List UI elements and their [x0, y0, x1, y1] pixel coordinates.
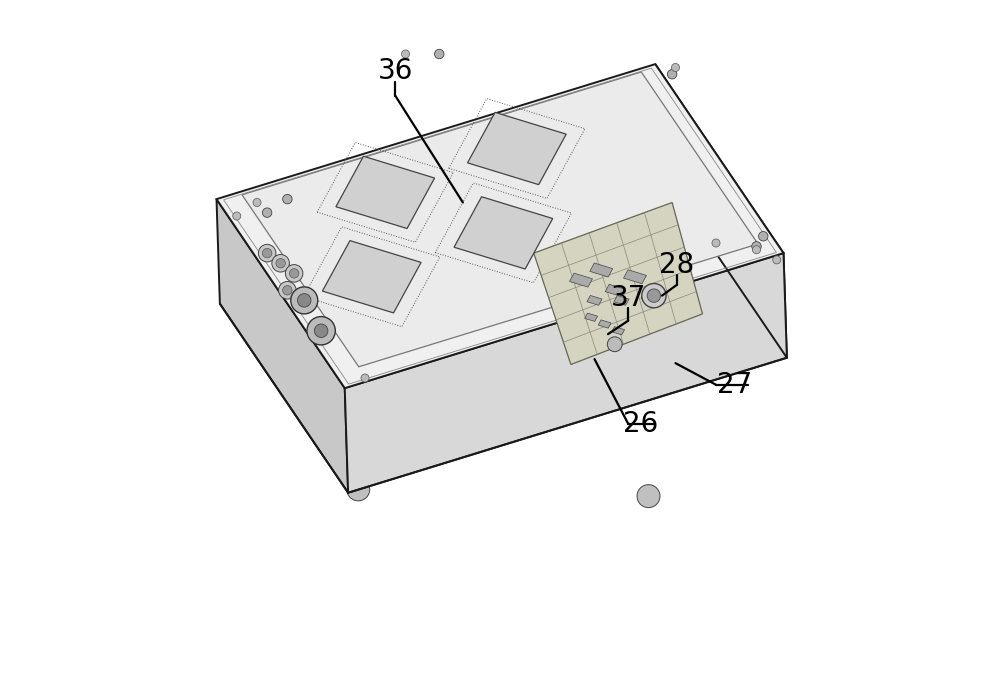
- Circle shape: [285, 265, 303, 282]
- Circle shape: [298, 294, 311, 307]
- Circle shape: [435, 49, 444, 59]
- Polygon shape: [655, 64, 787, 358]
- Polygon shape: [468, 112, 566, 185]
- Circle shape: [262, 248, 272, 258]
- Polygon shape: [590, 263, 613, 277]
- Circle shape: [272, 254, 289, 272]
- Circle shape: [752, 242, 761, 251]
- Polygon shape: [336, 156, 435, 229]
- Polygon shape: [587, 296, 602, 305]
- Circle shape: [607, 337, 622, 352]
- Circle shape: [233, 212, 241, 220]
- Circle shape: [712, 239, 720, 247]
- Text: 37: 37: [611, 284, 646, 313]
- Circle shape: [752, 246, 761, 254]
- Text: 26: 26: [623, 410, 658, 438]
- Circle shape: [283, 194, 292, 204]
- Polygon shape: [570, 273, 592, 287]
- Circle shape: [671, 63, 680, 72]
- Circle shape: [759, 232, 768, 241]
- Polygon shape: [454, 196, 553, 269]
- Circle shape: [361, 374, 369, 382]
- Circle shape: [252, 296, 275, 319]
- Circle shape: [667, 70, 677, 79]
- Circle shape: [401, 50, 410, 58]
- Circle shape: [347, 478, 370, 501]
- Polygon shape: [641, 292, 656, 302]
- Circle shape: [314, 324, 328, 338]
- Circle shape: [773, 256, 781, 264]
- Text: 36: 36: [378, 57, 413, 85]
- Polygon shape: [216, 199, 348, 493]
- Text: 27: 27: [717, 371, 753, 399]
- Polygon shape: [534, 202, 702, 364]
- Circle shape: [262, 208, 272, 217]
- Polygon shape: [345, 253, 787, 493]
- Polygon shape: [216, 64, 784, 388]
- Circle shape: [276, 259, 285, 268]
- Circle shape: [307, 317, 335, 345]
- Circle shape: [253, 198, 261, 207]
- Circle shape: [258, 244, 276, 262]
- Circle shape: [289, 269, 299, 278]
- Polygon shape: [585, 313, 598, 321]
- Polygon shape: [605, 284, 624, 296]
- Circle shape: [279, 281, 296, 299]
- Circle shape: [637, 485, 660, 508]
- Circle shape: [283, 286, 292, 295]
- Polygon shape: [624, 270, 646, 284]
- Circle shape: [291, 287, 318, 314]
- Text: 28: 28: [659, 250, 694, 279]
- Polygon shape: [598, 320, 611, 328]
- Polygon shape: [614, 296, 629, 305]
- Circle shape: [647, 289, 661, 302]
- Polygon shape: [322, 240, 421, 313]
- Circle shape: [642, 284, 666, 308]
- Polygon shape: [242, 72, 758, 367]
- Circle shape: [738, 333, 761, 356]
- Polygon shape: [612, 327, 625, 335]
